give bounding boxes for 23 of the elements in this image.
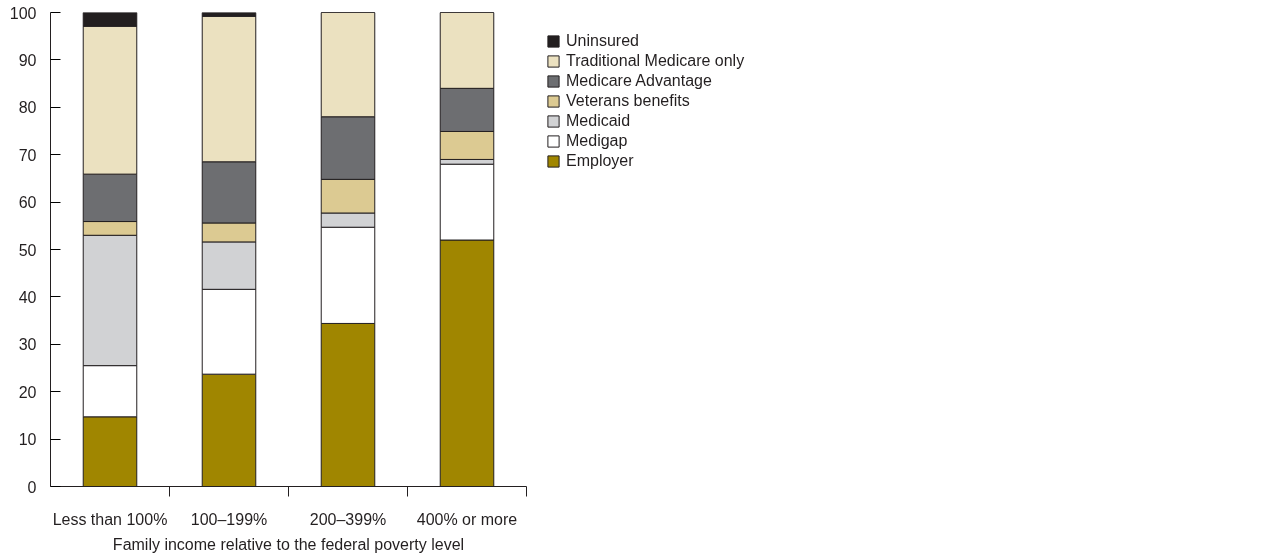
- y-tick-label: 60: [18, 194, 37, 212]
- legend-label: Medigap: [566, 132, 628, 150]
- x-tick-label: Less than 100%: [52, 510, 168, 528]
- y-tick-label: 0: [27, 478, 37, 496]
- legend-label: Medicare Advantage: [566, 72, 712, 90]
- y-tick-label: 90: [18, 51, 37, 69]
- y-tick-label: 70: [18, 146, 37, 164]
- y-tick-label: 10: [18, 431, 37, 449]
- x-tick-label: 100–199%: [190, 510, 268, 528]
- x-axis-title: Family income relative to the federal poverty level: [112, 535, 465, 553]
- y-tick-label: 30: [18, 336, 37, 354]
- legend-label: Traditional Medicare only: [566, 52, 745, 70]
- legend-label: Uninsured: [566, 32, 639, 50]
- y-tick-label: 20: [18, 383, 37, 401]
- legend-label: Employer: [566, 152, 634, 170]
- legend-label: Veterans benefits: [566, 92, 690, 110]
- y-tick-label: 50: [18, 241, 37, 259]
- legend-label: Medicaid: [566, 112, 631, 130]
- x-tick-label: 400% or more: [416, 510, 518, 528]
- x-tick-label: 200–399%: [309, 510, 387, 528]
- y-tick-label: 40: [18, 288, 37, 306]
- y-tick-label: 80: [18, 99, 37, 117]
- y-tick-label: 100: [9, 4, 37, 22]
